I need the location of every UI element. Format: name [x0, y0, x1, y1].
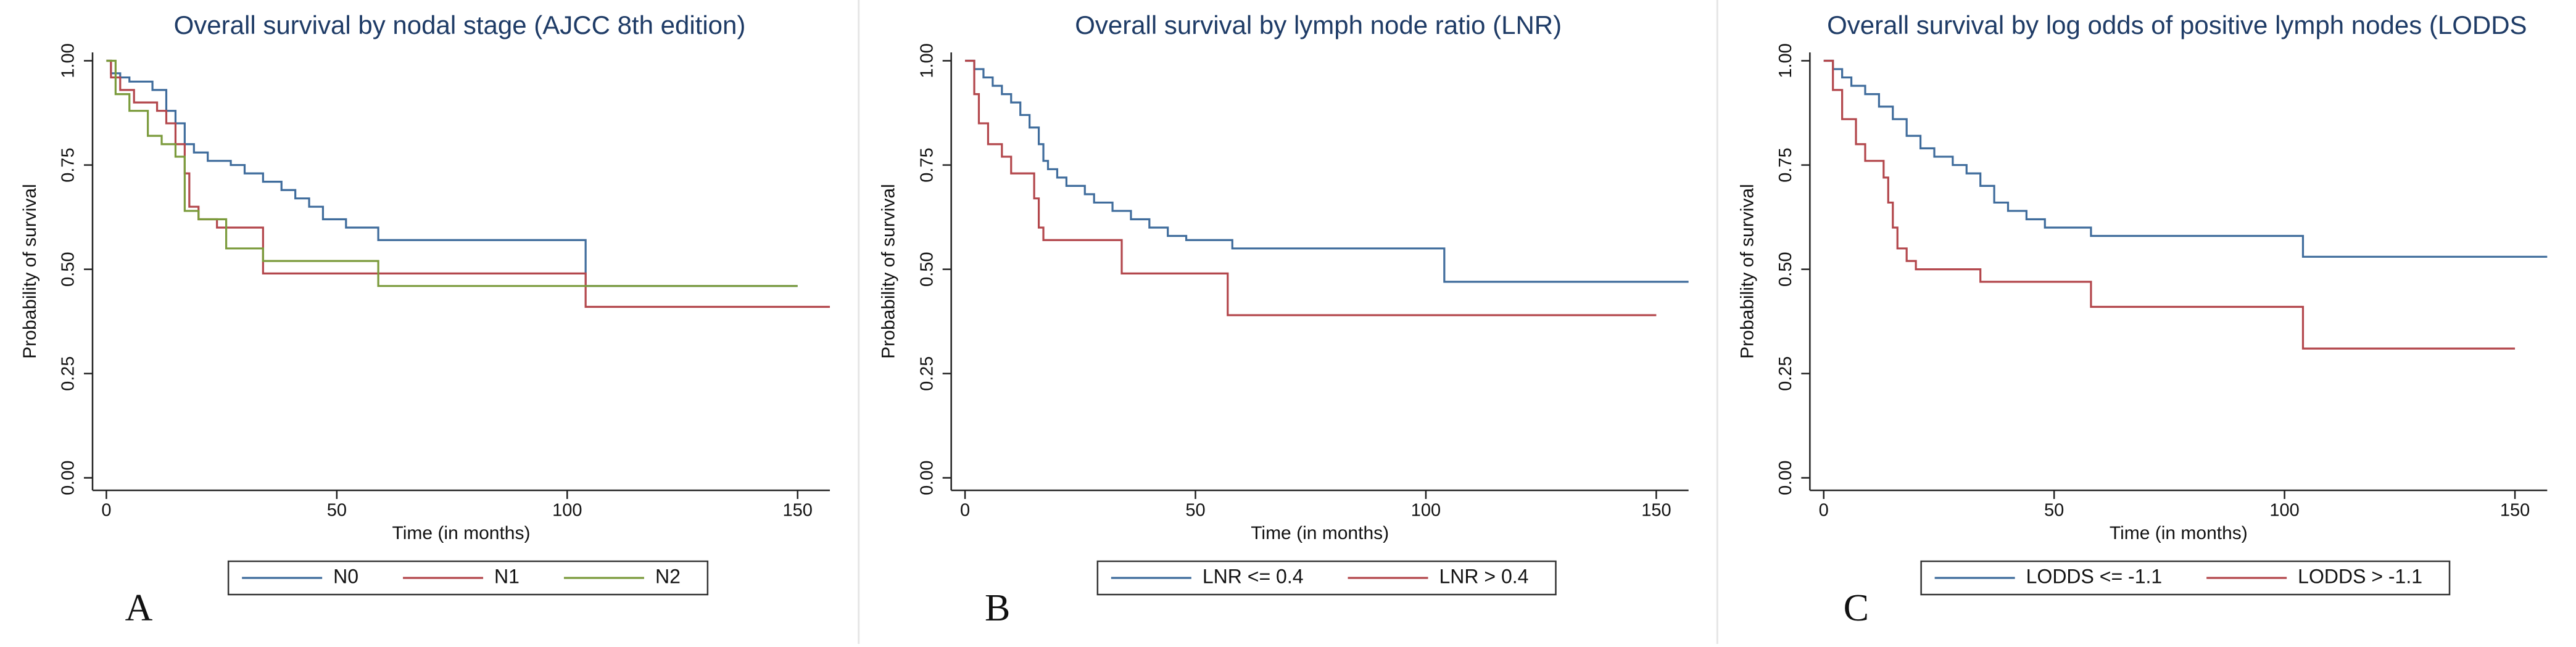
legend-label: LNR <= 0.4 — [1203, 565, 1304, 587]
x-tick-label: 150 — [1641, 501, 1671, 521]
y-tick-label: 0.75 — [1776, 147, 1795, 182]
y-tick-label: 0.00 — [917, 460, 937, 495]
y-tick-label: 1.00 — [59, 43, 78, 78]
y-tick-label: 0.25 — [1776, 356, 1795, 390]
y-tick-label: 0.25 — [59, 356, 78, 390]
x-tick-label: 100 — [552, 501, 582, 521]
legend-label: N2 — [655, 565, 681, 587]
x-tick-label: 50 — [1185, 501, 1205, 521]
y-tick-label: 1.00 — [1776, 43, 1795, 78]
survival-curve — [106, 59, 798, 287]
x-tick-label: 0 — [1819, 501, 1829, 521]
x-tick-label: 100 — [2269, 501, 2299, 521]
y-axis-label: Probability of survival — [20, 184, 40, 358]
panel: Overall survival by lymph node ratio (LN… — [858, 0, 1689, 644]
panel-label: A — [125, 587, 153, 629]
x-tick-label: 150 — [783, 501, 813, 521]
legend: LODDS <= -1.1 LODDS > -1.1 — [1920, 560, 2451, 596]
legend: LNR <= 0.4 LNR > 0.4 — [1096, 560, 1557, 596]
y-axis-label: Probability of survival — [1737, 184, 1757, 358]
x-tick-label: 50 — [2044, 501, 2064, 521]
x-tick-label: 100 — [1411, 501, 1441, 521]
y-tick-label: 0.75 — [59, 147, 78, 182]
chart-title: Overall survival by lymph node ratio (LN… — [1075, 10, 1562, 39]
y-tick-label: 0.00 — [59, 460, 78, 495]
legend-label: N0 — [333, 565, 358, 587]
legend-label: LODDS > -1.1 — [2298, 565, 2422, 587]
legend: N0 N1 N2 — [227, 560, 709, 596]
x-axis-label: Time (in months) — [2110, 523, 2248, 543]
legend-label: LODDS <= -1.1 — [2026, 565, 2163, 587]
y-tick-label: 0.00 — [1776, 460, 1795, 495]
x-axis-label: Time (in months) — [392, 523, 531, 543]
survival-curve — [965, 59, 1689, 283]
legend-label: LNR > 0.4 — [1439, 565, 1529, 587]
panel: Overall survival by nodal stage (AJCC 8t… — [20, 10, 830, 629]
legend-label: N1 — [494, 565, 520, 587]
x-tick-label: 0 — [101, 501, 111, 521]
x-tick-label: 50 — [327, 501, 347, 521]
y-tick-label: 0.75 — [917, 147, 937, 182]
survival-curve — [1823, 59, 2516, 350]
y-tick-label: 0.50 — [59, 252, 78, 286]
y-tick-label: 0.50 — [1776, 252, 1795, 286]
x-tick-label: 150 — [2500, 501, 2530, 521]
survival-curve — [106, 59, 830, 308]
y-tick-label: 1.00 — [917, 43, 937, 78]
panel: Overall survival by log odds of positive… — [1716, 0, 2548, 644]
y-tick-label: 0.50 — [917, 252, 937, 286]
survival-curve — [965, 59, 1657, 316]
chart-title: Overall survival by nodal stage (AJCC 8t… — [174, 10, 746, 39]
survival-curve — [106, 59, 798, 287]
chart-title: Overall survival by log odds of positive… — [1827, 10, 2527, 39]
panel-label: C — [1844, 587, 1869, 629]
y-tick-label: 0.25 — [917, 356, 937, 390]
x-axis-label: Time (in months) — [1251, 523, 1389, 543]
survival-curve — [1823, 59, 2548, 258]
panel-label: B — [985, 587, 1010, 629]
x-tick-label: 0 — [960, 501, 970, 521]
y-axis-label: Probability of survival — [879, 184, 899, 358]
